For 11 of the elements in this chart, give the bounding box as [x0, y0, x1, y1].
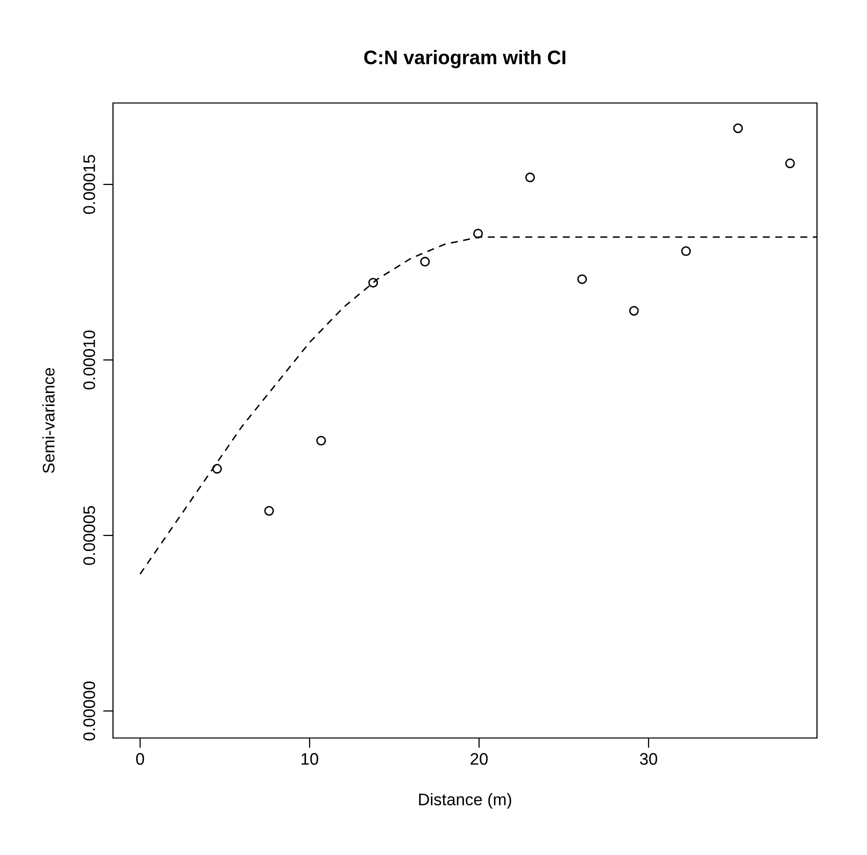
x-axis-title: Distance (m)	[419, 793, 512, 809]
x-tick-label: 0	[136, 753, 144, 765]
y-tick-label: 0.00015	[83, 155, 96, 214]
x-tick-label: 20	[470, 753, 488, 765]
chart-title: C:N variogram with CI	[364, 50, 566, 68]
y-tick-label: 0.00010	[83, 330, 96, 390]
y-tick-label: 0.00000	[83, 681, 96, 740]
x-tick-label: 10	[302, 753, 318, 765]
x-tick-label: 30	[640, 753, 658, 765]
y-axis-title: Semi-variance	[42, 368, 55, 473]
y-tick-label: 0.00005	[83, 506, 96, 565]
